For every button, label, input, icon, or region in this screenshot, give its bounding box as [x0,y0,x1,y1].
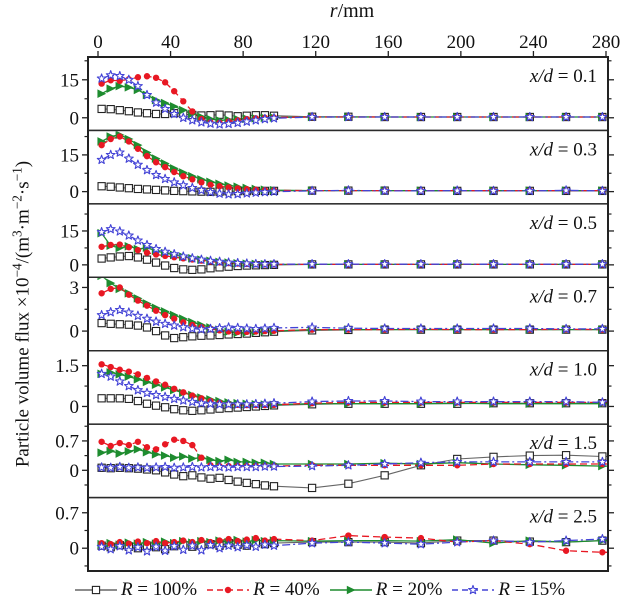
x-axis-tick-label: 0 [93,32,103,53]
legend-item-R15: R = 15% [451,579,565,601]
legend-item-R100: R = 100% [74,579,197,601]
x-axis-tick-label: 160 [374,32,403,53]
panel-label: x/d = 2.5 [529,507,597,528]
markers-R15 [96,368,607,409]
x-axis-tick-label: 280 [592,32,621,53]
panel-label: x/d = 0.3 [529,139,597,160]
panel-5: 0.7 0 x/d = 1.5 [55,423,614,499]
y-axis-tick-label: 0 [70,539,80,560]
y-axis-title-part: ·s [12,181,34,196]
y-axis-title-part: −2 [9,195,25,210]
y-axis-tick-label: 0 [70,182,80,203]
markers-R15 [96,224,607,269]
legend-swatch-R100 [74,585,117,595]
x-axis-top: 0 40 80 120 160 200 240 280 [93,32,620,57]
panel-data-0 [96,70,607,129]
panel-label: x/d = 0.1 [529,66,597,87]
markers-R15 [96,456,607,473]
line-R15 [101,538,607,553]
line-R15 [101,228,607,265]
x-axis-tick-label: 80 [234,32,253,53]
y-axis-tick-label: 15 [60,70,79,91]
legend-item-R20: R = 20% [329,579,443,601]
markers-R15 [96,147,607,199]
panel-4: 1.5 0 x/d = 1.0 [55,350,614,425]
panel-3: 3 0 x/d = 0.7 [70,276,614,352]
legend: R = 100% R = 40% R = 20% R = 15% [0,579,639,601]
y-axis-title-part: ) [12,160,34,168]
legend-label-R40: R = 40% [253,579,320,600]
panel-label: x/d = 1.5 [529,433,597,454]
y-axis-title-part: ·m [12,209,34,231]
y-axis-tick-label: 3 [70,278,80,299]
plot-frame [87,56,609,572]
legend-label-R100: R = 100% [120,579,198,600]
y-axis-title: Particle volume flux ×10−4/(m3·m−2·s−1) [9,161,34,467]
y-axis-tick-label: 0 [70,322,80,343]
x-axis-tick-label: 240 [519,32,548,53]
panel-data-4 [96,361,607,415]
y-axis-tick-label: 0 [70,397,80,418]
y-axis-tick-label: 15 [60,221,79,242]
markers-R15 [96,304,607,334]
panel-label: x/d = 0.5 [529,213,597,234]
x-axis-title-variable: r [329,0,338,22]
y-axis-tick-label: 1.5 [55,356,79,377]
panel-2: 15 0 x/d = 0.5 [60,203,614,278]
panel-1: 15 0 x/d = 0.3 [60,129,614,205]
panel-data-3 [96,278,607,343]
x-axis-title-units: /mm [337,0,375,22]
x-axis-tick-label: 120 [301,32,330,53]
y-axis-title-part: Particle volume flux ×10 [12,277,34,468]
line-R20 [101,232,607,266]
legend-swatch-R15 [452,584,495,595]
y-axis-title-part: −4 [9,263,25,278]
panel-label: x/d = 0.7 [529,286,597,307]
y-axis-title-part: 3 [9,230,25,237]
legend-label-R20: R = 20% [375,579,443,600]
panel-data-6 [96,532,607,556]
panel-data-1 [96,131,607,199]
legend-item-R40: R = 40% [206,579,320,601]
x-axis-tick-label: 40 [161,32,180,53]
panel-data-2 [96,224,607,274]
y-axis-tick-label: 0.7 [55,431,79,452]
line-R15 [101,309,607,330]
x-axis-title: r/mm [98,0,606,23]
y-axis-tick-label: 0 [70,108,80,129]
panel-data-5 [96,436,607,493]
legend-label-R15: R = 15% [498,579,566,600]
y-axis-title-part: −1 [9,167,25,182]
y-axis-tick-label: 0 [70,255,80,276]
y-axis-tick-label: 15 [60,145,79,166]
panel-label: x/d = 1.0 [529,360,597,381]
legend-swatch-R40 [207,586,250,594]
markers-R15 [96,70,607,129]
panel-0: 15 0 x/d = 0.1 [60,56,614,132]
markers-R15 [96,533,607,556]
y-axis-tick-label: 0 [70,461,80,482]
x-axis-tick-label: 200 [447,32,476,53]
y-axis-title-part: /(m [12,237,34,264]
legend-swatch-R20 [329,585,372,595]
panel-6: 0.7 0 x/d = 2.5 [55,496,614,572]
y-axis-tick-label: 0.7 [55,503,79,524]
